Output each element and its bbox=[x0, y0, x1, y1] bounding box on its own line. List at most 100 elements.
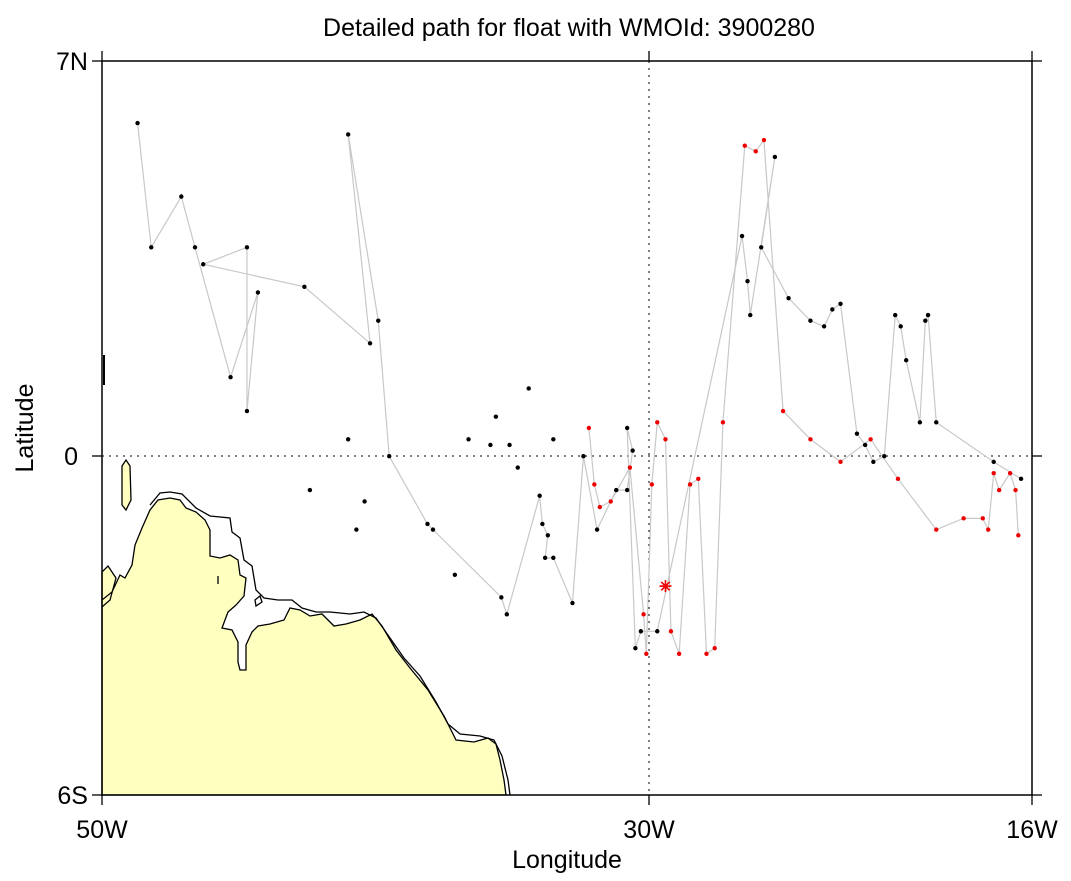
recent-position-point-8 bbox=[655, 420, 660, 425]
older-position-point-54 bbox=[838, 301, 843, 306]
older-position-point-49 bbox=[772, 154, 778, 160]
older-position-point-2 bbox=[179, 194, 184, 199]
older-position-point-3 bbox=[192, 245, 198, 250]
older-position-point-32 bbox=[542, 555, 548, 561]
recent-position-point-23 bbox=[868, 437, 873, 442]
recent-position-point-26 bbox=[961, 516, 966, 521]
older-position-point-21 bbox=[466, 437, 471, 442]
recent-position-point-0 bbox=[586, 425, 592, 431]
older-position-point-12 bbox=[354, 527, 359, 532]
recent-position-point-19 bbox=[761, 137, 767, 143]
older-position-point-50 bbox=[786, 295, 791, 301]
recent-position-point-28 bbox=[986, 527, 991, 532]
older-position-point-27 bbox=[515, 465, 520, 470]
older-position-point-1 bbox=[149, 245, 154, 250]
older-position-point-19 bbox=[430, 527, 436, 532]
recent-position-point-18 bbox=[753, 149, 758, 154]
older-position-point-30 bbox=[540, 521, 545, 527]
older-position-point-67 bbox=[1018, 476, 1024, 482]
older-position-point-45 bbox=[739, 233, 745, 239]
recent-position-point-9 bbox=[663, 437, 668, 442]
older-position-point-14 bbox=[367, 341, 373, 346]
recent-position-point-17 bbox=[742, 143, 747, 148]
older-position-point-48 bbox=[759, 245, 764, 250]
recent-position-point-3 bbox=[608, 499, 613, 504]
track-segment-recent bbox=[588, 138, 1019, 655]
latest-position-marker bbox=[659, 580, 672, 593]
older-position-point-6 bbox=[244, 408, 250, 414]
recent-position-point-27 bbox=[980, 516, 985, 521]
older-position-point-7 bbox=[244, 245, 250, 250]
older-position-point-8 bbox=[255, 290, 261, 295]
older-position-point-61 bbox=[903, 358, 909, 363]
older-position-point-16 bbox=[376, 318, 381, 323]
recent-position-point-2 bbox=[597, 504, 603, 510]
x-tick-label-30W: 30W bbox=[623, 816, 675, 844]
recent-position-point-33 bbox=[1016, 533, 1021, 538]
older-position-point-11 bbox=[345, 437, 351, 442]
track-path bbox=[136, 123, 1022, 655]
x-axis-label: Longitude bbox=[512, 846, 622, 874]
recent-position-point-24 bbox=[895, 476, 901, 482]
coast-islet bbox=[217, 576, 263, 608]
plot-frame bbox=[101, 60, 1033, 796]
older-position-point-51 bbox=[808, 318, 813, 323]
older-position-point-36 bbox=[581, 454, 586, 459]
recent-position-point-21 bbox=[808, 437, 813, 442]
recent-position-point-4 bbox=[627, 465, 633, 470]
older-position-point-13 bbox=[345, 132, 351, 137]
x-tick-label-50W: 50W bbox=[76, 816, 128, 844]
older-position-point-38 bbox=[614, 487, 619, 493]
older-position-point-4 bbox=[201, 262, 206, 267]
recent-position-point-10 bbox=[668, 629, 674, 634]
coastline-outer bbox=[149, 491, 511, 796]
y-tick-label-7N: 7N bbox=[56, 48, 88, 76]
older-position-point-63 bbox=[923, 318, 928, 323]
older-position-point-9 bbox=[302, 284, 307, 290]
position-markers bbox=[135, 120, 1024, 657]
recent-position-point-31 bbox=[1007, 470, 1013, 476]
older-position-point-65 bbox=[934, 420, 939, 425]
older-position-point-55 bbox=[854, 431, 860, 436]
recent-position-point-12 bbox=[687, 482, 693, 487]
recent-position-point-1 bbox=[592, 482, 597, 487]
recent-position-point-25 bbox=[934, 527, 939, 532]
older-position-point-59 bbox=[893, 312, 898, 318]
older-position-point-24 bbox=[499, 595, 504, 600]
recent-position-point-22 bbox=[838, 459, 843, 465]
recent-position-point-7 bbox=[649, 482, 654, 487]
older-position-point-58 bbox=[882, 454, 887, 459]
recent-position-point-14 bbox=[704, 651, 709, 657]
coast-island bbox=[121, 458, 132, 512]
older-position-point-22 bbox=[488, 442, 493, 448]
recent-position-point-29 bbox=[991, 470, 996, 476]
older-position-point-39 bbox=[624, 487, 630, 493]
older-position-point-60 bbox=[898, 324, 903, 329]
older-position-point-10 bbox=[307, 487, 313, 493]
y-axis-label: Latitude bbox=[11, 384, 39, 473]
older-position-point-52 bbox=[821, 324, 827, 329]
recent-position-point-5 bbox=[641, 612, 646, 617]
older-position-point-33 bbox=[551, 555, 556, 561]
recent-position-point-20 bbox=[780, 408, 786, 414]
older-position-point-53 bbox=[830, 307, 835, 312]
track-segment-older bbox=[136, 123, 1022, 649]
older-position-point-34 bbox=[551, 437, 556, 442]
older-position-point-44 bbox=[655, 629, 660, 634]
older-position-point-25 bbox=[504, 612, 510, 617]
older-position-point-29 bbox=[537, 493, 542, 498]
older-position-point-0 bbox=[135, 120, 140, 126]
plot-area bbox=[92, 51, 1042, 805]
recent-position-point-32 bbox=[1013, 487, 1018, 493]
older-position-point-64 bbox=[925, 312, 931, 318]
recent-position-point-13 bbox=[696, 476, 701, 482]
older-position-point-31 bbox=[545, 533, 551, 538]
recent-position-point-11 bbox=[676, 651, 682, 657]
older-position-point-17 bbox=[387, 454, 392, 459]
older-position-point-28 bbox=[526, 386, 531, 391]
older-position-point-41 bbox=[630, 448, 635, 453]
recent-position-point-15 bbox=[712, 646, 717, 651]
older-position-point-26 bbox=[507, 442, 512, 448]
older-position-point-35 bbox=[570, 600, 575, 606]
